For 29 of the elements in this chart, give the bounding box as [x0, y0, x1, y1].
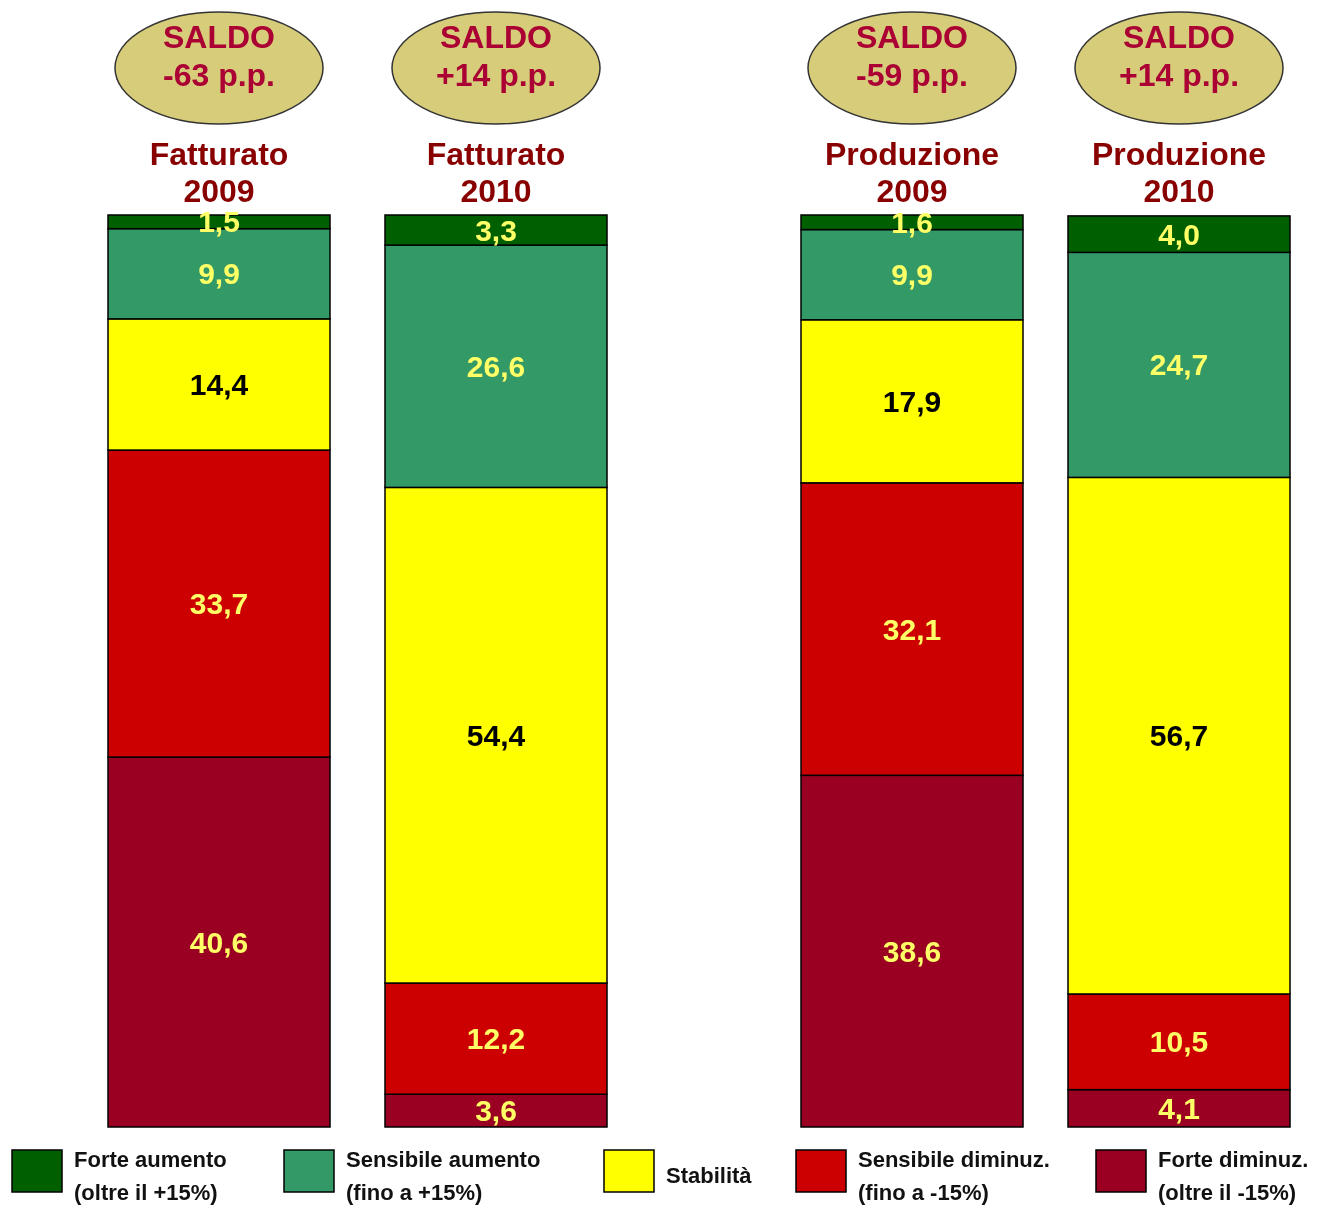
data-label: 4,0 [1158, 217, 1200, 251]
data-label: 24,7 [1149, 348, 1209, 382]
data-label: 9,9 [891, 258, 933, 292]
text: SALDO -63 p.p. [162, 19, 276, 93]
text: SALDO -59 p.p. [855, 19, 969, 93]
data-label: 17,9 [882, 384, 942, 418]
legend-label: Stabilità [666, 1163, 753, 1188]
x-tick-label: Fatturato 2010 [426, 136, 566, 209]
data-label: 3,3 [475, 213, 517, 247]
data-label: 32,1 [882, 612, 942, 646]
data-label: 38,6 [882, 934, 942, 968]
data-label: 12,2 [466, 1022, 526, 1056]
text: SALDO +14 p.p. [1118, 19, 1240, 93]
data-label: 10,5 [1149, 1025, 1209, 1059]
data-label: 33,7 [189, 587, 249, 621]
text: SALDO +14 p.p. [435, 19, 557, 93]
data-label: 3,6 [475, 1094, 517, 1128]
legend-label: Forte diminuz. (oltre il -15%) [1158, 1147, 1309, 1205]
data-label: 54,4 [466, 718, 526, 752]
data-label: 4,1 [1158, 1091, 1200, 1125]
data-label: 14,4 [189, 367, 249, 401]
data-label: 40,6 [189, 925, 249, 959]
legend-label: Sensibile diminuz. (fino a -15%) [858, 1147, 1050, 1205]
legend-label: Forte aumento (oltre il +15%) [74, 1147, 227, 1205]
legend-label: Sensibile aumento (fino a +15%) [346, 1147, 541, 1205]
data-label: 26,6 [466, 349, 526, 383]
data-label: 56,7 [1149, 719, 1209, 753]
data-label: 9,9 [198, 257, 240, 291]
x-tick-label: Produzione 2010 [1091, 136, 1267, 209]
